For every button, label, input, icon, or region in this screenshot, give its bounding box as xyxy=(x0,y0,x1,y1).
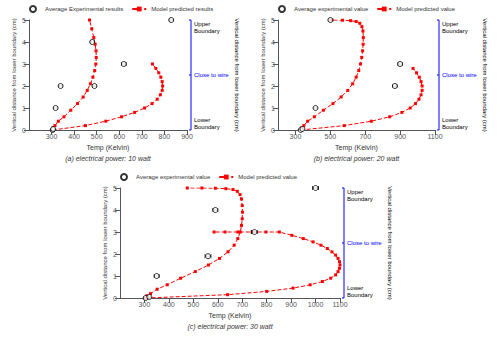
svg-text:800: 800 xyxy=(261,301,273,308)
svg-text:1: 1 xyxy=(271,105,275,112)
svg-text:900: 900 xyxy=(181,133,193,140)
svg-text:Vertical distance from lower b: Vertical distance from lower boundary (c… xyxy=(482,18,488,132)
svg-text:(c) electrical power: 30 watt: (c) electrical power: 30 watt xyxy=(187,323,273,331)
svg-text:700: 700 xyxy=(236,301,248,308)
svg-text:3: 3 xyxy=(271,61,275,68)
svg-text:Lower: Lower xyxy=(442,117,458,123)
svg-text:4: 4 xyxy=(271,39,275,46)
svg-text:1100: 1100 xyxy=(427,133,442,140)
svg-text:Temp (Kelvin): Temp (Kelvin) xyxy=(87,144,130,152)
svg-text:Model predicted results: Model predicted results xyxy=(151,6,213,12)
svg-text:0: 0 xyxy=(271,127,275,134)
svg-text:400: 400 xyxy=(68,133,80,140)
svg-text:Boundary: Boundary xyxy=(347,196,373,202)
svg-text:Average Experimental results: Average Experimental results xyxy=(45,6,123,12)
svg-text:700: 700 xyxy=(359,133,371,140)
svg-text:300: 300 xyxy=(139,301,151,308)
svg-text:Vertical distance from lower b: Vertical distance from lower boundary (c… xyxy=(260,18,266,132)
svg-text:Upper: Upper xyxy=(194,21,210,27)
svg-text:Boundary: Boundary xyxy=(347,292,373,298)
svg-text:4: 4 xyxy=(113,207,117,214)
svg-text:2: 2 xyxy=(113,251,117,258)
svg-text:Model predicted value: Model predicted value xyxy=(238,174,297,180)
svg-text:3: 3 xyxy=(22,61,26,68)
svg-text:1: 1 xyxy=(113,273,117,280)
svg-text:700: 700 xyxy=(136,133,148,140)
svg-text:Vertical distance from lower b: Vertical distance from lower boundary (c… xyxy=(11,18,17,132)
svg-text:Average experimental value: Average experimental value xyxy=(136,174,211,180)
svg-text:800: 800 xyxy=(159,133,171,140)
svg-text:2: 2 xyxy=(271,83,275,90)
svg-text:5: 5 xyxy=(22,17,26,24)
svg-text:300: 300 xyxy=(46,133,58,140)
svg-text:600: 600 xyxy=(113,133,125,140)
svg-text:300: 300 xyxy=(290,133,302,140)
svg-text:0: 0 xyxy=(22,127,26,134)
svg-text:Close to wire: Close to wire xyxy=(194,72,229,78)
svg-text:Temp (Kelvin): Temp (Kelvin) xyxy=(209,312,252,320)
svg-text:Boundary: Boundary xyxy=(194,124,220,130)
svg-text:1100: 1100 xyxy=(332,301,347,308)
svg-text:400: 400 xyxy=(163,301,175,308)
svg-text:0: 0 xyxy=(113,295,117,302)
svg-text:500: 500 xyxy=(187,301,199,308)
svg-text:Boundary: Boundary xyxy=(194,28,220,34)
svg-text:500: 500 xyxy=(324,133,336,140)
svg-text:5: 5 xyxy=(113,185,117,192)
svg-text:Temp (Kelvin): Temp (Kelvin) xyxy=(335,144,378,152)
svg-text:1: 1 xyxy=(22,105,26,112)
svg-text:Boundary: Boundary xyxy=(442,28,468,34)
svg-text:1000: 1000 xyxy=(308,301,324,308)
svg-text:4: 4 xyxy=(22,39,26,46)
svg-text:Average experimental value: Average experimental value xyxy=(294,6,369,12)
svg-text:(b) electrical power: 20 watt: (b) electrical power: 20 watt xyxy=(314,155,401,163)
svg-text:Boundary: Boundary xyxy=(442,124,468,130)
svg-text:900: 900 xyxy=(285,301,297,308)
svg-text:600: 600 xyxy=(212,301,224,308)
svg-text:Upper: Upper xyxy=(442,21,458,27)
svg-text:Close to wire: Close to wire xyxy=(442,72,477,78)
svg-text:900: 900 xyxy=(394,133,406,140)
svg-text:Upper: Upper xyxy=(347,189,363,195)
svg-text:5: 5 xyxy=(271,17,275,24)
svg-text:Model predicted value: Model predicted value xyxy=(396,6,455,12)
svg-text:Lower: Lower xyxy=(194,117,210,123)
svg-text:Lower: Lower xyxy=(347,285,363,291)
svg-text:Close to wire: Close to wire xyxy=(347,240,382,246)
svg-text:2: 2 xyxy=(22,83,26,90)
svg-text:500: 500 xyxy=(91,133,103,140)
svg-text:Vertical distance from lower b: Vertical distance from lower boundary (c… xyxy=(234,18,240,132)
svg-text:3: 3 xyxy=(113,229,117,236)
svg-text:Vertical distance from lower b: Vertical distance from lower boundary (c… xyxy=(102,186,108,300)
svg-text:Vertical distance from lower b: Vertical distance from lower boundary (c… xyxy=(387,186,393,300)
svg-text:(a) electrical power: 10 watt: (a) electrical power: 10 watt xyxy=(65,155,152,163)
